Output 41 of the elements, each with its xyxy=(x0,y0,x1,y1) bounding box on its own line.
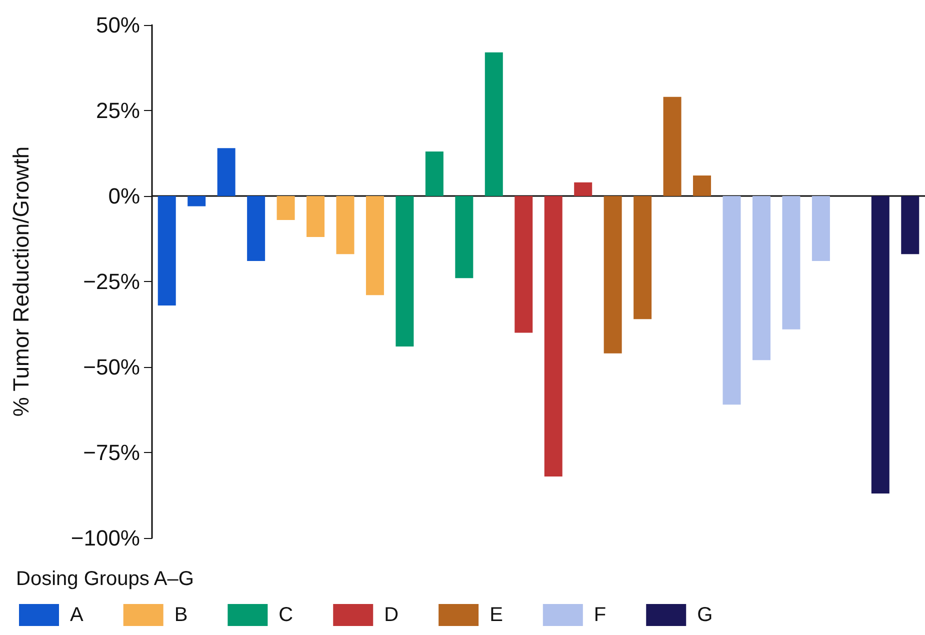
bar xyxy=(158,196,176,306)
bar xyxy=(188,196,206,206)
y-tick-label: −75% xyxy=(83,440,140,465)
y-tick-label: 0% xyxy=(108,184,140,208)
bar xyxy=(425,152,444,196)
y-tick-label: −50% xyxy=(83,354,140,380)
bar xyxy=(574,182,592,196)
legend-label: G xyxy=(697,604,713,626)
legend-label: A xyxy=(70,604,84,626)
legend-label: B xyxy=(174,604,188,626)
bar xyxy=(604,196,622,354)
bar xyxy=(396,196,414,346)
bar xyxy=(276,196,295,220)
legend-label: C xyxy=(278,604,294,626)
y-tick-label: −100% xyxy=(70,526,140,550)
legend-title: Dosing Groups A–G xyxy=(16,568,194,590)
bar xyxy=(306,196,325,238)
bar xyxy=(455,196,474,278)
bar xyxy=(484,52,503,196)
bar xyxy=(366,196,384,296)
y-tick-label: 50% xyxy=(96,12,140,38)
legend-label: E xyxy=(490,604,503,626)
bar xyxy=(217,148,236,196)
bar xyxy=(782,196,800,330)
bar xyxy=(663,96,682,196)
bar xyxy=(247,196,266,261)
bar xyxy=(544,196,562,476)
bar xyxy=(514,196,533,333)
bar xyxy=(722,196,741,405)
legend-label: D xyxy=(384,604,399,626)
bar xyxy=(336,196,354,254)
bar xyxy=(871,196,890,494)
legend-label: F xyxy=(594,604,606,626)
bar xyxy=(812,196,830,261)
y-tick-label: 25% xyxy=(96,98,140,123)
bar xyxy=(752,196,770,360)
bar xyxy=(901,196,920,254)
y-axis-title: % Tumor Reduction/Growth xyxy=(8,146,34,417)
y-tick-label: −25% xyxy=(83,269,140,294)
bar xyxy=(634,196,652,320)
bar xyxy=(693,175,712,196)
